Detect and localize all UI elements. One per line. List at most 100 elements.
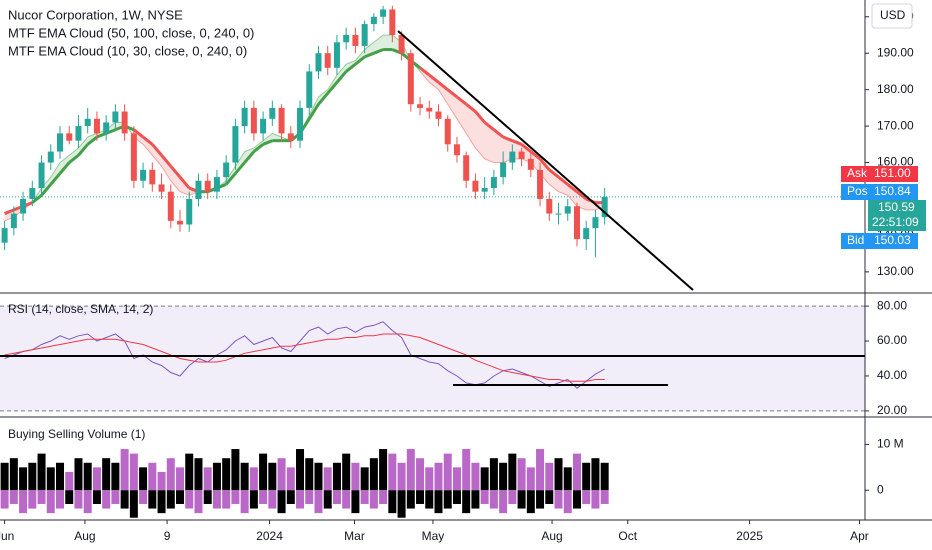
ema-cloud bbox=[170, 166, 181, 192]
candle-body bbox=[167, 191, 174, 221]
ema-slow bbox=[576, 190, 588, 201]
candle-body bbox=[361, 24, 368, 46]
ema-fast bbox=[364, 41, 375, 50]
ema-fast bbox=[567, 195, 578, 207]
ema-slow bbox=[474, 110, 486, 124]
buy-volume bbox=[92, 467, 101, 491]
ema-slow bbox=[354, 55, 366, 66]
x-tick-label: 9 bbox=[164, 529, 171, 543]
ema-fast bbox=[225, 165, 236, 182]
ema-slow bbox=[511, 139, 523, 146]
candle-body bbox=[389, 9, 396, 35]
chart-title: Nucor Corporation, 1W, NYSE bbox=[8, 7, 183, 22]
candle-body bbox=[158, 184, 165, 192]
buy-volume bbox=[545, 462, 554, 491]
candle-body bbox=[20, 198, 27, 214]
ema-slow bbox=[31, 194, 43, 204]
currency-box[interactable] bbox=[871, 3, 913, 29]
buy-volume bbox=[37, 453, 46, 491]
pane-title: RSI (14, close, SMA, 14, 2) bbox=[8, 302, 153, 316]
candle-body bbox=[380, 9, 387, 17]
candle-body bbox=[315, 53, 322, 72]
sell-volume bbox=[480, 490, 489, 504]
ema-fast bbox=[336, 63, 347, 76]
sell-volume bbox=[434, 490, 443, 514]
sell-volume bbox=[46, 490, 55, 514]
y-tick-label: 130.00 bbox=[877, 264, 914, 278]
rsi-line bbox=[4, 321, 605, 389]
candle-body bbox=[93, 118, 100, 134]
candle-body bbox=[490, 177, 497, 189]
buy-volume bbox=[443, 453, 452, 491]
sell-volume bbox=[148, 490, 157, 509]
candle-body bbox=[1, 228, 8, 243]
sell-volume bbox=[56, 490, 65, 509]
sell-volume bbox=[536, 490, 545, 509]
buy-volume bbox=[342, 453, 351, 491]
y-tick-label: 20.00 bbox=[877, 403, 907, 417]
y-tick-label: 180.00 bbox=[877, 82, 914, 96]
candle-body bbox=[195, 180, 202, 199]
sell-volume bbox=[129, 490, 138, 518]
ema-slow bbox=[529, 150, 541, 161]
buy-volume bbox=[406, 449, 415, 491]
candle-body bbox=[47, 151, 54, 163]
ema-cloud bbox=[484, 122, 494, 163]
buy-volume bbox=[268, 462, 277, 491]
ema-cloud bbox=[263, 133, 273, 145]
ema-fast bbox=[465, 133, 476, 149]
buy-volume bbox=[425, 467, 434, 491]
buy-volume bbox=[388, 453, 397, 491]
candle-body bbox=[573, 206, 580, 240]
candle-body bbox=[140, 169, 147, 181]
candle-body bbox=[398, 34, 405, 54]
ema-fast bbox=[548, 184, 559, 193]
ema-fast bbox=[59, 154, 70, 163]
sell-volume bbox=[563, 490, 572, 514]
sell-volume bbox=[416, 490, 425, 504]
sell-volume bbox=[259, 490, 268, 504]
ema-slow bbox=[446, 88, 458, 99]
x-tick-label: Aug bbox=[74, 529, 95, 543]
buy-volume bbox=[120, 449, 129, 491]
candle-body bbox=[10, 213, 17, 229]
ema-fast bbox=[327, 74, 338, 90]
sell-volume bbox=[323, 490, 332, 509]
candle-body bbox=[481, 188, 488, 192]
ema-slow bbox=[373, 48, 384, 55]
currency[interactable]: USD bbox=[880, 8, 906, 22]
buy-volume bbox=[277, 458, 286, 491]
sell-volume bbox=[139, 490, 148, 504]
y-tick-label: 80.00 bbox=[877, 298, 907, 312]
sell-volume bbox=[249, 490, 258, 509]
candle-body bbox=[555, 213, 562, 215]
ema-cloud bbox=[161, 155, 171, 181]
ema-slow bbox=[456, 95, 468, 106]
buy-volume bbox=[259, 453, 268, 491]
sell-volume bbox=[379, 490, 388, 504]
price-tag-name bbox=[841, 166, 868, 182]
ema-slow bbox=[77, 143, 89, 157]
ema-fast bbox=[272, 132, 282, 138]
buy-volume bbox=[203, 467, 212, 491]
ema-cloud bbox=[50, 162, 61, 185]
y-tick-label: 190.00 bbox=[877, 45, 914, 59]
buy-volume bbox=[166, 458, 175, 491]
ema-cloud bbox=[540, 158, 550, 185]
buy-volume bbox=[139, 467, 148, 491]
ema-slow bbox=[252, 143, 265, 153]
candle-body bbox=[444, 118, 451, 145]
candle-body bbox=[38, 162, 45, 189]
candle-body bbox=[546, 198, 553, 214]
ema-cloud bbox=[383, 34, 393, 50]
sell-volume bbox=[231, 490, 240, 504]
sell-volume bbox=[176, 490, 185, 504]
candle-body bbox=[29, 188, 36, 199]
candle-body bbox=[343, 34, 350, 43]
ema-slow bbox=[68, 154, 80, 164]
candle-body bbox=[130, 133, 137, 181]
ema-fast bbox=[447, 103, 458, 120]
ema-cloud bbox=[493, 129, 504, 163]
candle-body bbox=[204, 180, 211, 192]
candle-body bbox=[121, 111, 128, 134]
